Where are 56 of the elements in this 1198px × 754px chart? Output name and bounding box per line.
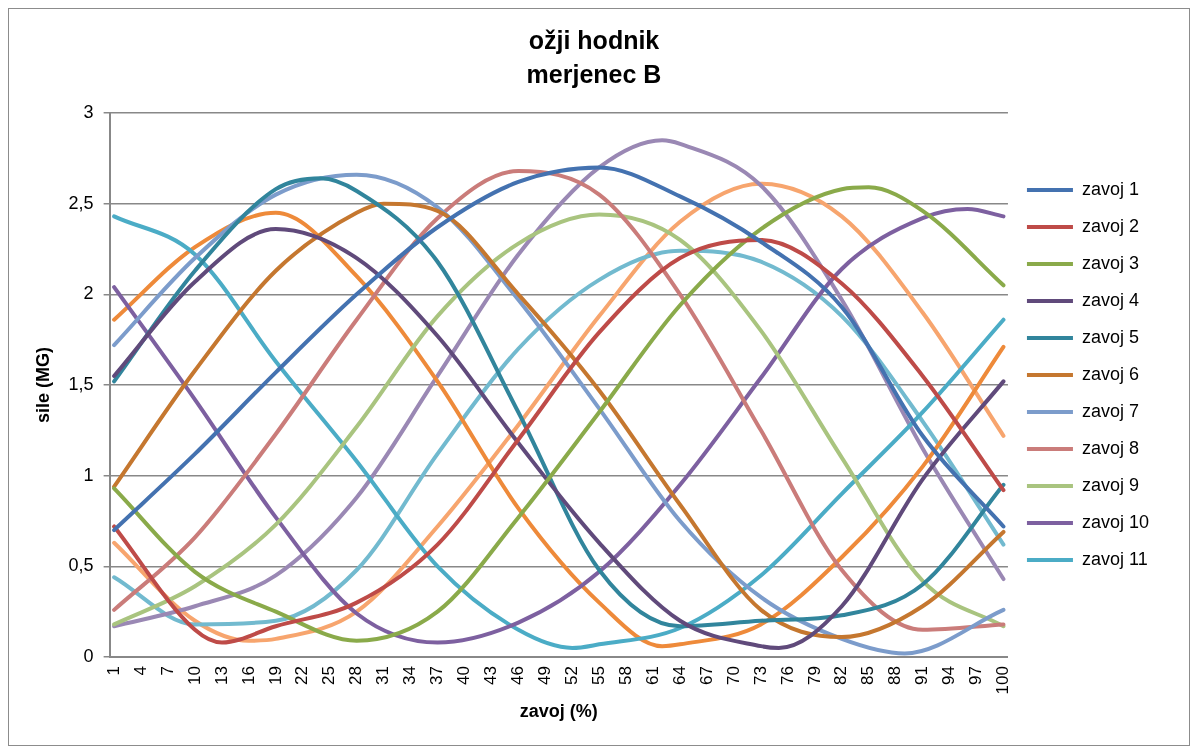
x-tick-label: 52 — [561, 666, 581, 685]
x-tick-label: 76 — [777, 666, 797, 685]
x-tick-label: 70 — [723, 666, 743, 685]
chart-subtitle: merjenec B — [526, 59, 662, 88]
x-tick-label: 28 — [346, 666, 366, 685]
legend-label: zavoj 1 — [1081, 178, 1139, 199]
legend-label: zavoj 10 — [1081, 511, 1149, 532]
x-tick-label: 34 — [400, 666, 420, 685]
x-tick-label: 79 — [804, 666, 824, 685]
x-tick-label: 67 — [696, 666, 716, 685]
legend-label: zavoj 3 — [1081, 252, 1139, 273]
x-tick-label: 43 — [481, 666, 501, 685]
x-tick-label: 40 — [454, 666, 474, 685]
legend-label: zavoj 7 — [1081, 400, 1139, 421]
x-tick-label: 91 — [912, 666, 932, 685]
x-tick-label: 94 — [939, 666, 959, 685]
y-tick-label: 2,5 — [68, 192, 94, 213]
x-tick-label: 55 — [588, 666, 608, 685]
y-tick-label: 1,5 — [68, 373, 94, 394]
y-axis-title: sile (MG) — [32, 347, 53, 424]
x-axis-title: zavoj (%) — [519, 701, 598, 722]
legend-label: zavoj 8 — [1081, 437, 1139, 458]
y-tick-label: 3 — [83, 101, 94, 122]
legend-label: zavoj 11 — [1081, 548, 1148, 569]
y-tick-label: 2 — [83, 283, 94, 304]
y-tick-label: 0,5 — [68, 555, 94, 576]
x-tick-label: 49 — [535, 666, 554, 685]
legend-label: zavoj 9 — [1081, 474, 1139, 495]
y-tick-label: 1 — [83, 464, 94, 485]
x-tick-label: 22 — [292, 666, 312, 685]
x-tick-label: 64 — [669, 666, 689, 685]
x-tick-label: 25 — [319, 666, 339, 685]
x-tick-label: 31 — [373, 666, 393, 685]
x-tick-label: 46 — [508, 666, 528, 685]
x-tick-label: 7 — [157, 666, 177, 676]
x-tick-label: 58 — [615, 666, 635, 685]
x-tick-label: 1 — [103, 666, 123, 676]
x-tick-label: 19 — [265, 666, 285, 685]
x-tick-label: 13 — [211, 666, 231, 685]
legend-label: zavoj 4 — [1081, 289, 1139, 310]
x-tick-label: 73 — [750, 666, 770, 685]
chart-title: ožji hodnik — [528, 25, 660, 54]
x-tick-label: 16 — [238, 666, 258, 685]
legend-label: zavoj 6 — [1081, 363, 1139, 384]
x-tick-label: 82 — [831, 666, 851, 685]
x-tick-label: 61 — [642, 666, 662, 685]
legend-label: zavoj 2 — [1081, 215, 1139, 236]
x-tick-label: 85 — [858, 666, 878, 685]
legend-label: zavoj 5 — [1081, 326, 1139, 347]
x-tick-label: 97 — [966, 666, 986, 685]
x-tick-label: 100 — [993, 666, 1013, 695]
y-tick-label: 0 — [83, 646, 94, 667]
x-tick-label: 88 — [885, 666, 905, 685]
x-tick-label: 10 — [184, 666, 204, 685]
x-tick-label: 4 — [130, 666, 150, 676]
x-tick-label: 37 — [427, 666, 447, 685]
